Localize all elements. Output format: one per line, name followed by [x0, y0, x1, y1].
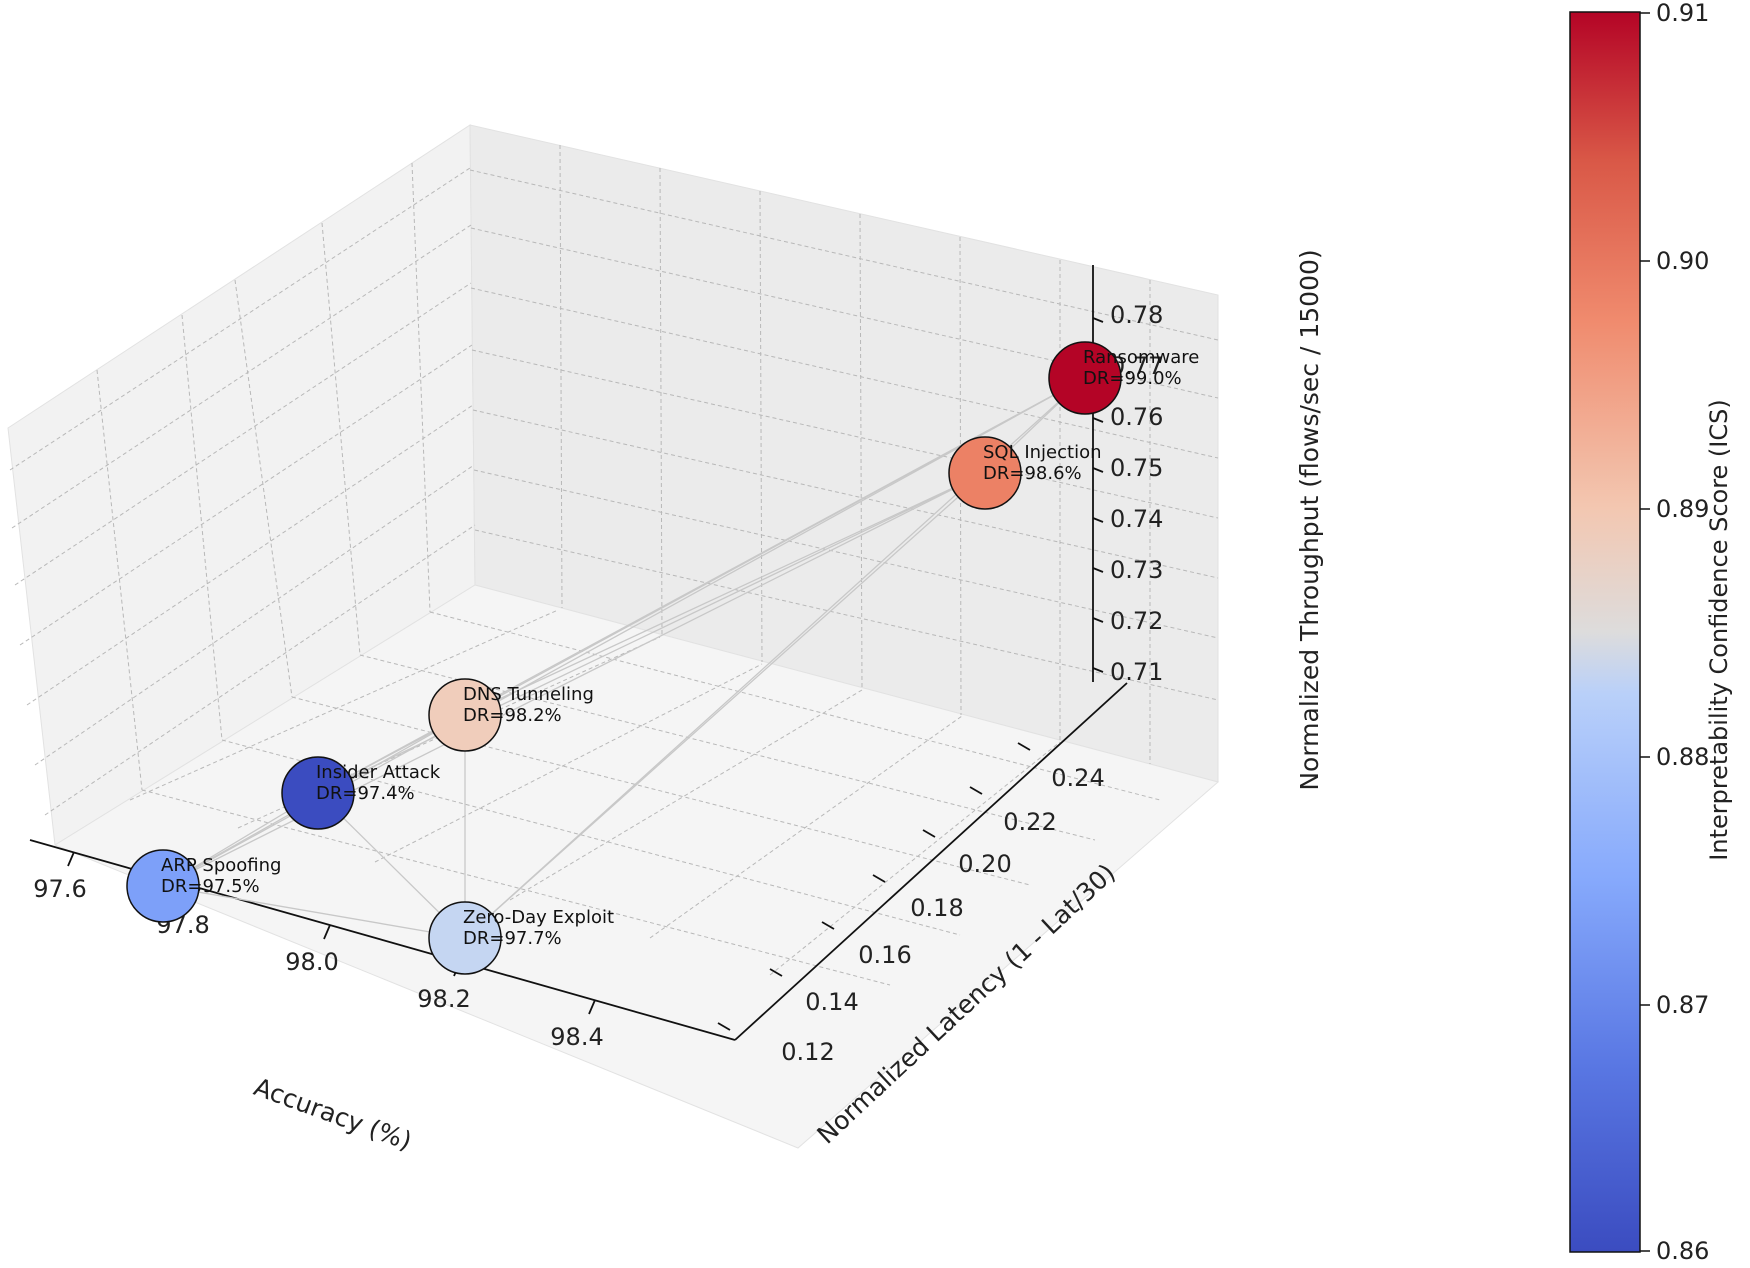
colorbar-gradient	[1569, 11, 1641, 1253]
x-axis-label: Accuracy (%)	[250, 1072, 415, 1156]
tick-marks	[67, 317, 1104, 1031]
x-tick-98.2: 98.2	[417, 985, 470, 1013]
y-tick-0.14: 0.14	[805, 988, 858, 1016]
colorbar-tick-0.90: 0.90	[1656, 247, 1709, 275]
point-sql-injection	[948, 436, 1022, 510]
x-tick-98.0: 98.0	[285, 948, 338, 976]
point-label-name: Zero-Day Exploit	[463, 907, 614, 928]
colorbar-tick-0.86: 0.86	[1656, 1237, 1709, 1265]
colorbar: 0.86 0.87 0.88 0.89 0.90 0.91 Interpreta…	[1569, 0, 1733, 1265]
x-tick-98.4: 98.4	[550, 1023, 603, 1051]
z-tick-0.71: 0.71	[1110, 658, 1163, 686]
z-tick-0.74: 0.74	[1110, 505, 1163, 533]
y-tick-0.18: 0.18	[910, 894, 963, 922]
y-tick-0.24: 0.24	[1051, 764, 1104, 792]
point-label-dr: DR=99.0%	[1083, 368, 1182, 389]
colorbar-tick-0.89: 0.89	[1656, 495, 1709, 523]
floor-pane	[53, 584, 1220, 1149]
z-tick-0.73: 0.73	[1110, 556, 1163, 584]
point-label-dr: DR=98.6%	[983, 463, 1082, 484]
point-dns-tunneling	[428, 678, 502, 752]
y-axis-line	[734, 682, 1128, 1041]
point-ransomware	[1048, 341, 1122, 415]
point-label-name: DNS Tunneling	[463, 684, 594, 705]
z-tick-0.72: 0.72	[1110, 607, 1163, 635]
y-tick-0.20: 0.20	[958, 850, 1011, 878]
colorbar-tick-0.88: 0.88	[1656, 743, 1709, 771]
colorbar-tick-0.91: 0.91	[1656, 0, 1709, 27]
point-label-name: Insider Attack	[316, 762, 441, 783]
point-label-dr: DR=98.2%	[463, 705, 562, 726]
point-insider-attack	[281, 756, 355, 830]
axes-panes	[7, 124, 1220, 1149]
point-arp-spoofing	[126, 849, 200, 923]
z-axis-label: Normalized Throughput (flows/sec / 15000…	[1295, 249, 1324, 790]
point-label-dr: DR=97.5%	[161, 876, 260, 897]
y-tick-0.16: 0.16	[858, 941, 911, 969]
z-tick-0.78: 0.78	[1110, 301, 1163, 329]
point-label-name: Ransomware	[1083, 347, 1199, 368]
x-tick-97.6: 97.6	[33, 875, 86, 903]
colorbar-label: Interpretability Confidence Score (ICS)	[1705, 399, 1733, 860]
y-tick-0.22: 0.22	[1003, 808, 1056, 836]
y-tick-0.12: 0.12	[781, 1038, 834, 1066]
point-zero-day-exploit	[428, 901, 502, 975]
point-label-dr: DR=97.4%	[316, 783, 415, 804]
connector-line	[162, 885, 466, 939]
point-label-name: SQL Injection	[983, 442, 1102, 463]
z-tick-0.76: 0.76	[1110, 403, 1163, 431]
point-label-name: ARP Spoofing	[161, 855, 281, 876]
point-label-dr: DR=97.7%	[463, 928, 562, 949]
connector-line	[464, 472, 986, 716]
colorbar-tick-0.87: 0.87	[1656, 991, 1709, 1019]
z-tick-0.75: 0.75	[1110, 454, 1163, 482]
